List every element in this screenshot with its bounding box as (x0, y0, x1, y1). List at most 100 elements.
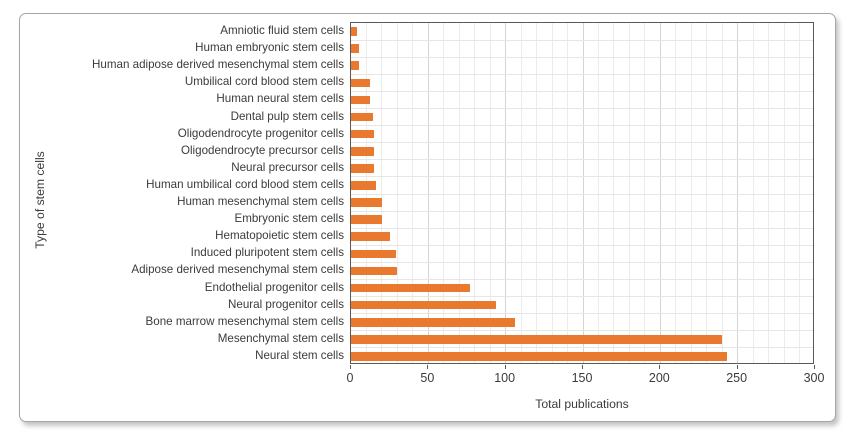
x-tick-label: 0 (346, 371, 354, 385)
gridline-row (351, 56, 813, 58)
gridline-minor (752, 23, 754, 363)
bar (351, 112, 373, 122)
bar (351, 215, 382, 224)
bar (351, 249, 396, 259)
gridline-minor (551, 23, 553, 363)
x-axis-ticks: 0 50 100 150 200 250 300 (346, 364, 824, 394)
x-tick-label: 250 (726, 371, 748, 385)
gridline-row (351, 330, 813, 332)
gridline-row (351, 296, 813, 298)
category-label: Human mesenchymal stem cells (177, 195, 344, 208)
gridline-row (351, 244, 813, 246)
category-label: Adipose derived mesenchymal stem cells (131, 263, 344, 277)
gridline-row (351, 261, 813, 263)
gridline-row (351, 125, 813, 127)
bar (351, 78, 370, 88)
gridline-major (582, 23, 584, 363)
gridline-minor (768, 23, 770, 363)
category-label: Oligodendrocyte precursor cells (180, 143, 344, 157)
gridline-major (659, 23, 661, 363)
gridline-row (351, 108, 813, 109)
gridline-minor (783, 23, 785, 363)
category-label: Human embryonic stem cells (195, 41, 344, 55)
bar (351, 335, 723, 344)
gridline-minor (706, 23, 708, 363)
gridline-minor (381, 23, 383, 363)
bar (351, 232, 390, 242)
x-tick-mark (350, 365, 351, 369)
gridline-minor (412, 23, 414, 363)
gridline-row (351, 193, 813, 195)
bar (351, 164, 375, 173)
x-tick-label: 300 (803, 371, 825, 385)
bar (351, 27, 358, 36)
gridline-row (351, 39, 813, 41)
gridline-row (351, 176, 813, 178)
x-tick-mark (582, 365, 583, 369)
gridline-minor (443, 23, 445, 363)
category-label: Umbilical cord blood stem cells (184, 75, 344, 89)
gridline-minor (489, 23, 491, 363)
bar (351, 300, 497, 310)
category-label: Oligodendrocyte progenitor cells (177, 126, 344, 140)
gridline-minor (597, 23, 599, 363)
x-tick-label: 150 (571, 371, 593, 385)
category-label: Bone marrow mesenchymal stem cells (145, 314, 344, 328)
category-label: Neural precursor cells (231, 160, 344, 174)
x-tick-mark (736, 365, 738, 369)
chart-card: Type of stem cells Amniotic fluid stem c… (19, 13, 836, 422)
gridline-minor (474, 23, 476, 363)
bar (351, 95, 370, 105)
category-label: Mesenchymal stem cells (217, 331, 344, 345)
gridline-minor (520, 23, 522, 363)
bar (351, 198, 382, 207)
gridline-row (351, 90, 813, 92)
gridline-minor (458, 23, 460, 363)
x-tick-label: 50 (420, 371, 435, 385)
category-label: Neural progenitor cells (228, 297, 344, 311)
gridline-minor (628, 23, 630, 363)
category-label: Human neural stem cells (216, 92, 344, 106)
category-label: Embryonic stem cells (234, 212, 344, 226)
gridline-row (351, 73, 813, 75)
gridline-major (505, 23, 507, 363)
category-label: Neural stem cells (255, 348, 344, 362)
gridline-minor (567, 23, 569, 363)
bar (351, 283, 471, 293)
category-label: Endothelial progenitor cells (204, 280, 344, 294)
x-axis-title: Total publications (535, 397, 629, 411)
gridline-minor (613, 23, 615, 363)
gridline-minor (536, 23, 538, 363)
gridline-row (351, 142, 813, 144)
gridline-minor (675, 23, 677, 363)
gridline-row (351, 210, 813, 212)
gridline-minor (799, 23, 801, 363)
bar (351, 146, 375, 156)
x-tick-label: 200 (648, 371, 670, 385)
gridline-minor (690, 23, 692, 363)
category-label: Human umbilical cord blood stem cells (146, 177, 344, 191)
x-tick-mark (504, 365, 506, 369)
gridline-row (351, 159, 813, 161)
gridline-row (351, 347, 813, 349)
gridline-minor (396, 23, 398, 363)
x-tick-mark (814, 365, 815, 369)
gridline-minor (365, 23, 367, 363)
bar (351, 181, 376, 190)
gridline-row (351, 279, 813, 280)
gridline-major (427, 23, 429, 363)
category-label: Hematopoietic stem cells (215, 229, 344, 243)
x-tick-mark (427, 365, 429, 369)
y-axis-category-labels: Amniotic fluid stem cells Human embryonic… (20, 22, 344, 364)
gridline-row (351, 313, 813, 315)
bar (351, 317, 515, 327)
gridline-row (351, 227, 813, 229)
x-tick-mark (659, 365, 661, 369)
bar (351, 61, 359, 71)
gridline-minor (721, 23, 723, 363)
gridline-major (737, 23, 739, 363)
category-label: Dental pulp stem cells (230, 109, 344, 123)
x-tick-label: 100 (494, 371, 516, 385)
bar (351, 352, 727, 361)
category-label: Amniotic fluid stem cells (220, 24, 344, 37)
